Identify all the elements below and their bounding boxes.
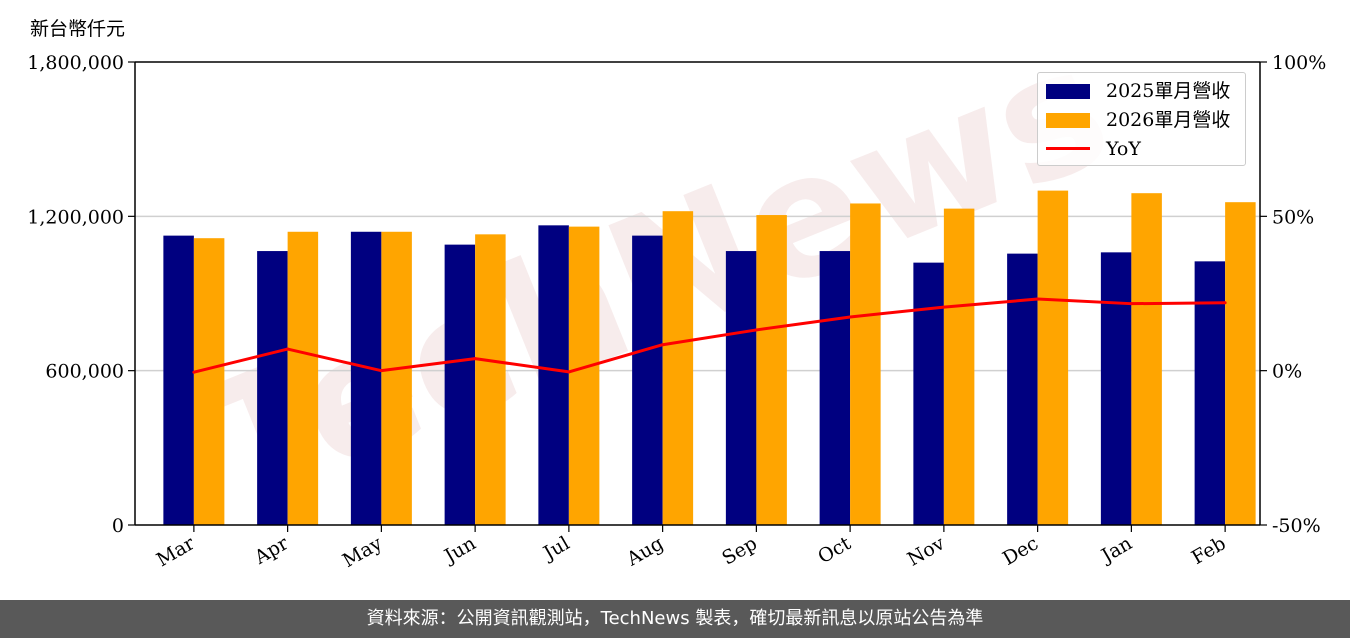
- y2-tick-label: 50%: [1272, 206, 1314, 228]
- y-tick-label: 0: [112, 515, 124, 537]
- yoy-point: [286, 347, 290, 351]
- y-tick-label: 1,800,000: [27, 52, 124, 74]
- yoy-point: [754, 328, 758, 332]
- x-tick-label: Jul: [538, 532, 573, 565]
- bar-2026: [381, 231, 412, 525]
- legend-item-2025: 2025單月營收: [1046, 79, 1244, 103]
- bar-2026: [943, 208, 975, 525]
- chart-legend: 2025單月營收 2026單月營收 YoY: [1037, 72, 1246, 166]
- revenue-chart: 新台幣仟元 TechNews0600,0001,200,0001,800,000…: [27, 7, 1326, 572]
- bar-2025: [1100, 252, 1132, 525]
- yoy-point: [942, 305, 946, 309]
- bar-2026: [1225, 202, 1256, 526]
- yoy-line: [193, 297, 1226, 374]
- yoy-point: [379, 369, 383, 373]
- source-footer: 資料來源：公開資訊觀測站，TechNews 製表，確切最新訊息以原站公告為準: [0, 600, 1350, 638]
- bar-2026: [850, 203, 881, 525]
- yoy-point: [1036, 297, 1040, 301]
- bar-2025: [444, 244, 476, 525]
- x-tick-label: May: [339, 532, 386, 572]
- y-tick-label: 600,000: [45, 361, 124, 383]
- yoy-point: [1129, 302, 1133, 306]
- yoy-point: [661, 343, 665, 347]
- x-tick-label: Nov: [904, 532, 949, 571]
- x-tick-label: Dec: [999, 532, 1042, 570]
- x-tick-label: Mar: [153, 532, 199, 571]
- x-tick-label: Oct: [814, 532, 855, 568]
- bar-2025: [1007, 253, 1038, 525]
- legend-swatch-2026: [1046, 113, 1090, 128]
- y-tick-label: 1,200,000: [27, 206, 124, 228]
- bar-2025: [913, 262, 944, 525]
- bar-2026: [475, 234, 506, 526]
- legend-line-yoy: [1046, 147, 1090, 150]
- yoy-point: [473, 357, 477, 361]
- legend-label-2026: 2026單月營收: [1106, 109, 1231, 131]
- yoy-point: [192, 370, 196, 374]
- legend-label-yoy: YoY: [1106, 138, 1141, 160]
- bar-2025: [725, 251, 757, 525]
- x-tick-label: Jun: [439, 532, 480, 568]
- bar-2026: [193, 238, 225, 526]
- y2-tick-label: 0%: [1272, 361, 1302, 383]
- legend-swatch-2025: [1046, 84, 1090, 99]
- bar-2025: [632, 235, 663, 525]
- legend-item-yoy: YoY: [1046, 137, 1244, 161]
- chart-canvas: TechNews0600,0001,200,0001,800,000-50%0%…: [27, 7, 1326, 572]
- bar-2026: [1037, 190, 1069, 525]
- bar-2025: [350, 231, 382, 525]
- x-tick-label: Jan: [1096, 532, 1136, 568]
- yoy-point: [848, 315, 852, 319]
- x-tick-label: Sep: [718, 532, 761, 569]
- x-tick-label: Aug: [622, 532, 667, 571]
- bar-2026: [756, 215, 787, 525]
- bar-2025: [819, 251, 851, 525]
- bar-2026: [662, 211, 694, 525]
- bar-2026: [287, 231, 319, 525]
- y-axis-unit-label: 新台幣仟元: [30, 18, 126, 40]
- y2-tick-label: 100%: [1272, 52, 1326, 74]
- yoy-point: [567, 370, 571, 374]
- bar-2025: [257, 251, 288, 525]
- bar-2025: [1194, 261, 1226, 525]
- y2-tick-label: -50%: [1272, 515, 1321, 537]
- yoy-point: [1223, 301, 1227, 305]
- bar-2026: [568, 226, 600, 525]
- legend-item-2026: 2026單月營收: [1046, 108, 1244, 132]
- x-tick-label: Feb: [1188, 532, 1230, 569]
- bar-2025: [163, 235, 194, 525]
- bar-2025: [538, 225, 569, 525]
- bar-2026: [1131, 193, 1162, 525]
- legend-label-2025: 2025單月營收: [1106, 80, 1231, 102]
